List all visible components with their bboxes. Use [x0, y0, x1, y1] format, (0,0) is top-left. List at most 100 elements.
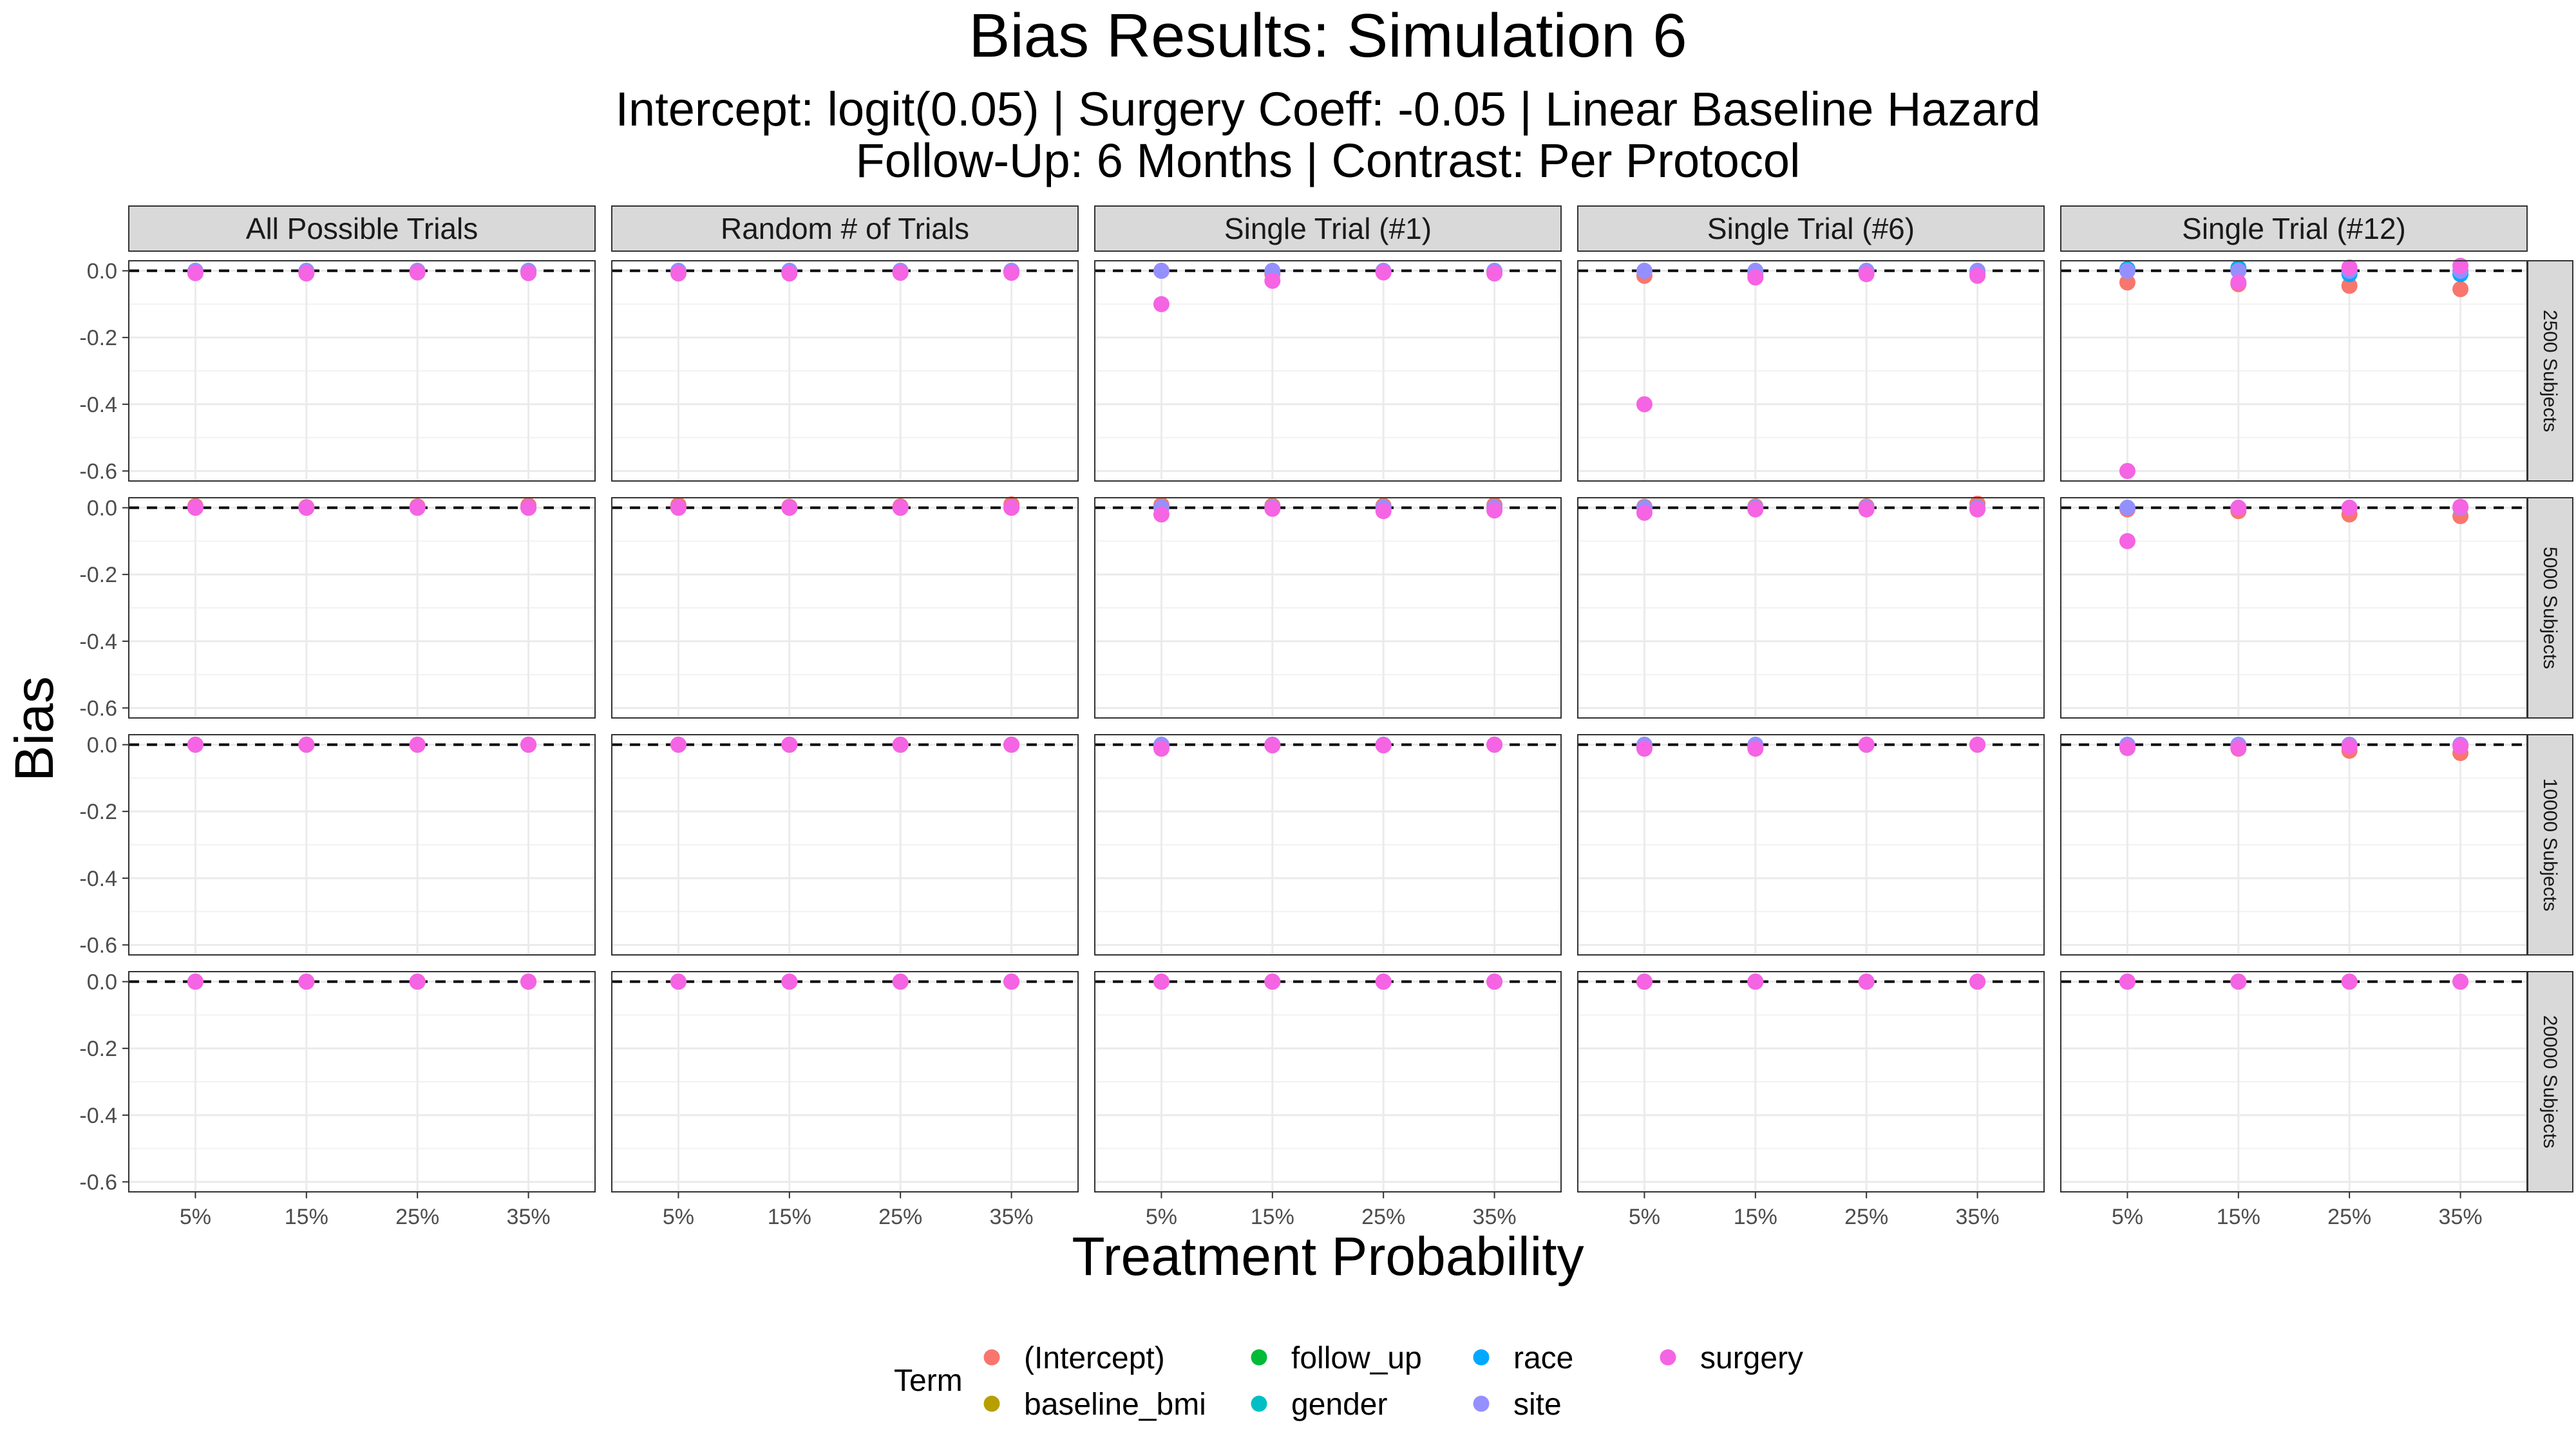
- data-point: [670, 265, 687, 282]
- data-point: [2230, 974, 2247, 990]
- legend-item-label: gender: [1291, 1388, 1387, 1422]
- x-tick-label: 5%: [2112, 1205, 2143, 1229]
- facet-column-strip: [128, 205, 596, 252]
- legend-item-label: site: [1513, 1388, 1562, 1422]
- data-point: [2341, 500, 2358, 516]
- legend-key: [1251, 1349, 1267, 1366]
- data-point: [2341, 974, 2358, 990]
- data-point: [1003, 737, 1020, 753]
- panel-border: [1577, 260, 2045, 482]
- data-point: [1858, 501, 1875, 518]
- data-point: [781, 737, 798, 753]
- data-point: [1375, 264, 1392, 281]
- legend-key: [983, 1349, 1000, 1366]
- y-tick-label: 0.0: [87, 970, 117, 995]
- data-point: [1486, 265, 1503, 282]
- y-tick-label: -0.6: [79, 696, 117, 721]
- data-point: [298, 265, 315, 282]
- x-tick-label: 25%: [2327, 1205, 2371, 1229]
- data-point: [2119, 500, 2136, 516]
- data-point: [1858, 974, 1875, 990]
- data-point: [298, 737, 315, 753]
- legend-key: [1660, 1349, 1676, 1366]
- panel-border: [1094, 734, 1562, 956]
- facet-column-label: Single Trial (#6): [1707, 212, 1915, 245]
- facet-column-label: All Possible Trials: [246, 212, 478, 245]
- x-tick-label: 5%: [1629, 1205, 1660, 1229]
- data-point: [1486, 737, 1503, 753]
- panel-border: [2060, 260, 2528, 482]
- y-tick-label: -0.6: [79, 1170, 117, 1194]
- facet-row-label: 20000 Subjects: [2539, 1015, 2561, 1149]
- x-tick-label: 25%: [1844, 1205, 1888, 1229]
- data-point: [1264, 272, 1281, 289]
- data-point: [1858, 737, 1875, 753]
- data-point: [1375, 974, 1392, 990]
- y-tick-label: -0.2: [79, 326, 117, 350]
- legend-key: [1251, 1395, 1267, 1412]
- data-point: [1264, 974, 1281, 990]
- panel-border: [2060, 497, 2528, 719]
- y-tick-label: -0.4: [79, 867, 117, 891]
- facet-column-strip: [1577, 205, 2045, 252]
- data-point: [1636, 263, 1653, 279]
- y-tick-label: 0.0: [87, 496, 117, 521]
- x-tick-label: 25%: [878, 1205, 922, 1229]
- y-tick-label: 0.0: [87, 259, 117, 284]
- x-axis-title: Treatment Probability: [1072, 1226, 1584, 1287]
- x-tick-label: 15%: [2217, 1205, 2260, 1229]
- data-point: [1969, 737, 1986, 753]
- y-tick-label: -0.2: [79, 800, 117, 824]
- data-point: [781, 974, 798, 990]
- data-point: [1486, 502, 1503, 519]
- data-point: [2119, 263, 2136, 279]
- y-tick-label: 0.0: [87, 733, 117, 758]
- facet-column-label: Random # of Trials: [721, 212, 969, 245]
- data-point: [409, 264, 426, 281]
- panel-border: [1577, 497, 2045, 719]
- data-point: [520, 974, 537, 990]
- data-point: [1003, 974, 1020, 990]
- data-point: [1375, 737, 1392, 754]
- y-tick-label: -0.2: [79, 1037, 117, 1061]
- data-point: [1636, 504, 1653, 521]
- data-point: [1747, 501, 1764, 518]
- data-point: [1153, 506, 1170, 523]
- data-point: [670, 974, 687, 990]
- data-point: [1486, 974, 1503, 990]
- panel-border: [2060, 734, 2528, 956]
- data-point: [187, 265, 204, 281]
- x-tick-label: 5%: [663, 1205, 694, 1229]
- x-tick-label: 15%: [1734, 1205, 1777, 1229]
- panel-border: [611, 260, 1079, 482]
- x-tick-label: 15%: [768, 1205, 811, 1229]
- data-point: [1153, 296, 1170, 312]
- data-point: [2230, 263, 2247, 279]
- data-point: [892, 500, 909, 516]
- data-point: [1747, 269, 1764, 286]
- data-point: [298, 974, 315, 990]
- data-point: [2341, 738, 2358, 755]
- data-point: [781, 265, 798, 282]
- x-tick-label: 35%: [1473, 1205, 1517, 1229]
- facet-column-label: Single Trial (#12): [2182, 212, 2406, 245]
- x-tick-label: 25%: [395, 1205, 439, 1229]
- data-point: [2119, 740, 2136, 757]
- data-point: [1375, 503, 1392, 520]
- data-point: [1153, 740, 1170, 757]
- data-point: [1747, 740, 1764, 757]
- legend-key: [1473, 1349, 1490, 1366]
- data-point: [2452, 281, 2469, 297]
- legend-item-label: race: [1513, 1341, 1573, 1375]
- panel-border: [1577, 734, 2045, 956]
- panel-border: [128, 497, 596, 719]
- data-point: [187, 500, 204, 516]
- x-tick-label: 5%: [1146, 1205, 1177, 1229]
- data-point: [2230, 274, 2247, 291]
- data-point: [1636, 740, 1653, 757]
- panel-border: [128, 971, 596, 1193]
- x-tick-label: 35%: [507, 1205, 551, 1229]
- panel-border: [2060, 971, 2528, 1193]
- data-point: [2119, 974, 2136, 990]
